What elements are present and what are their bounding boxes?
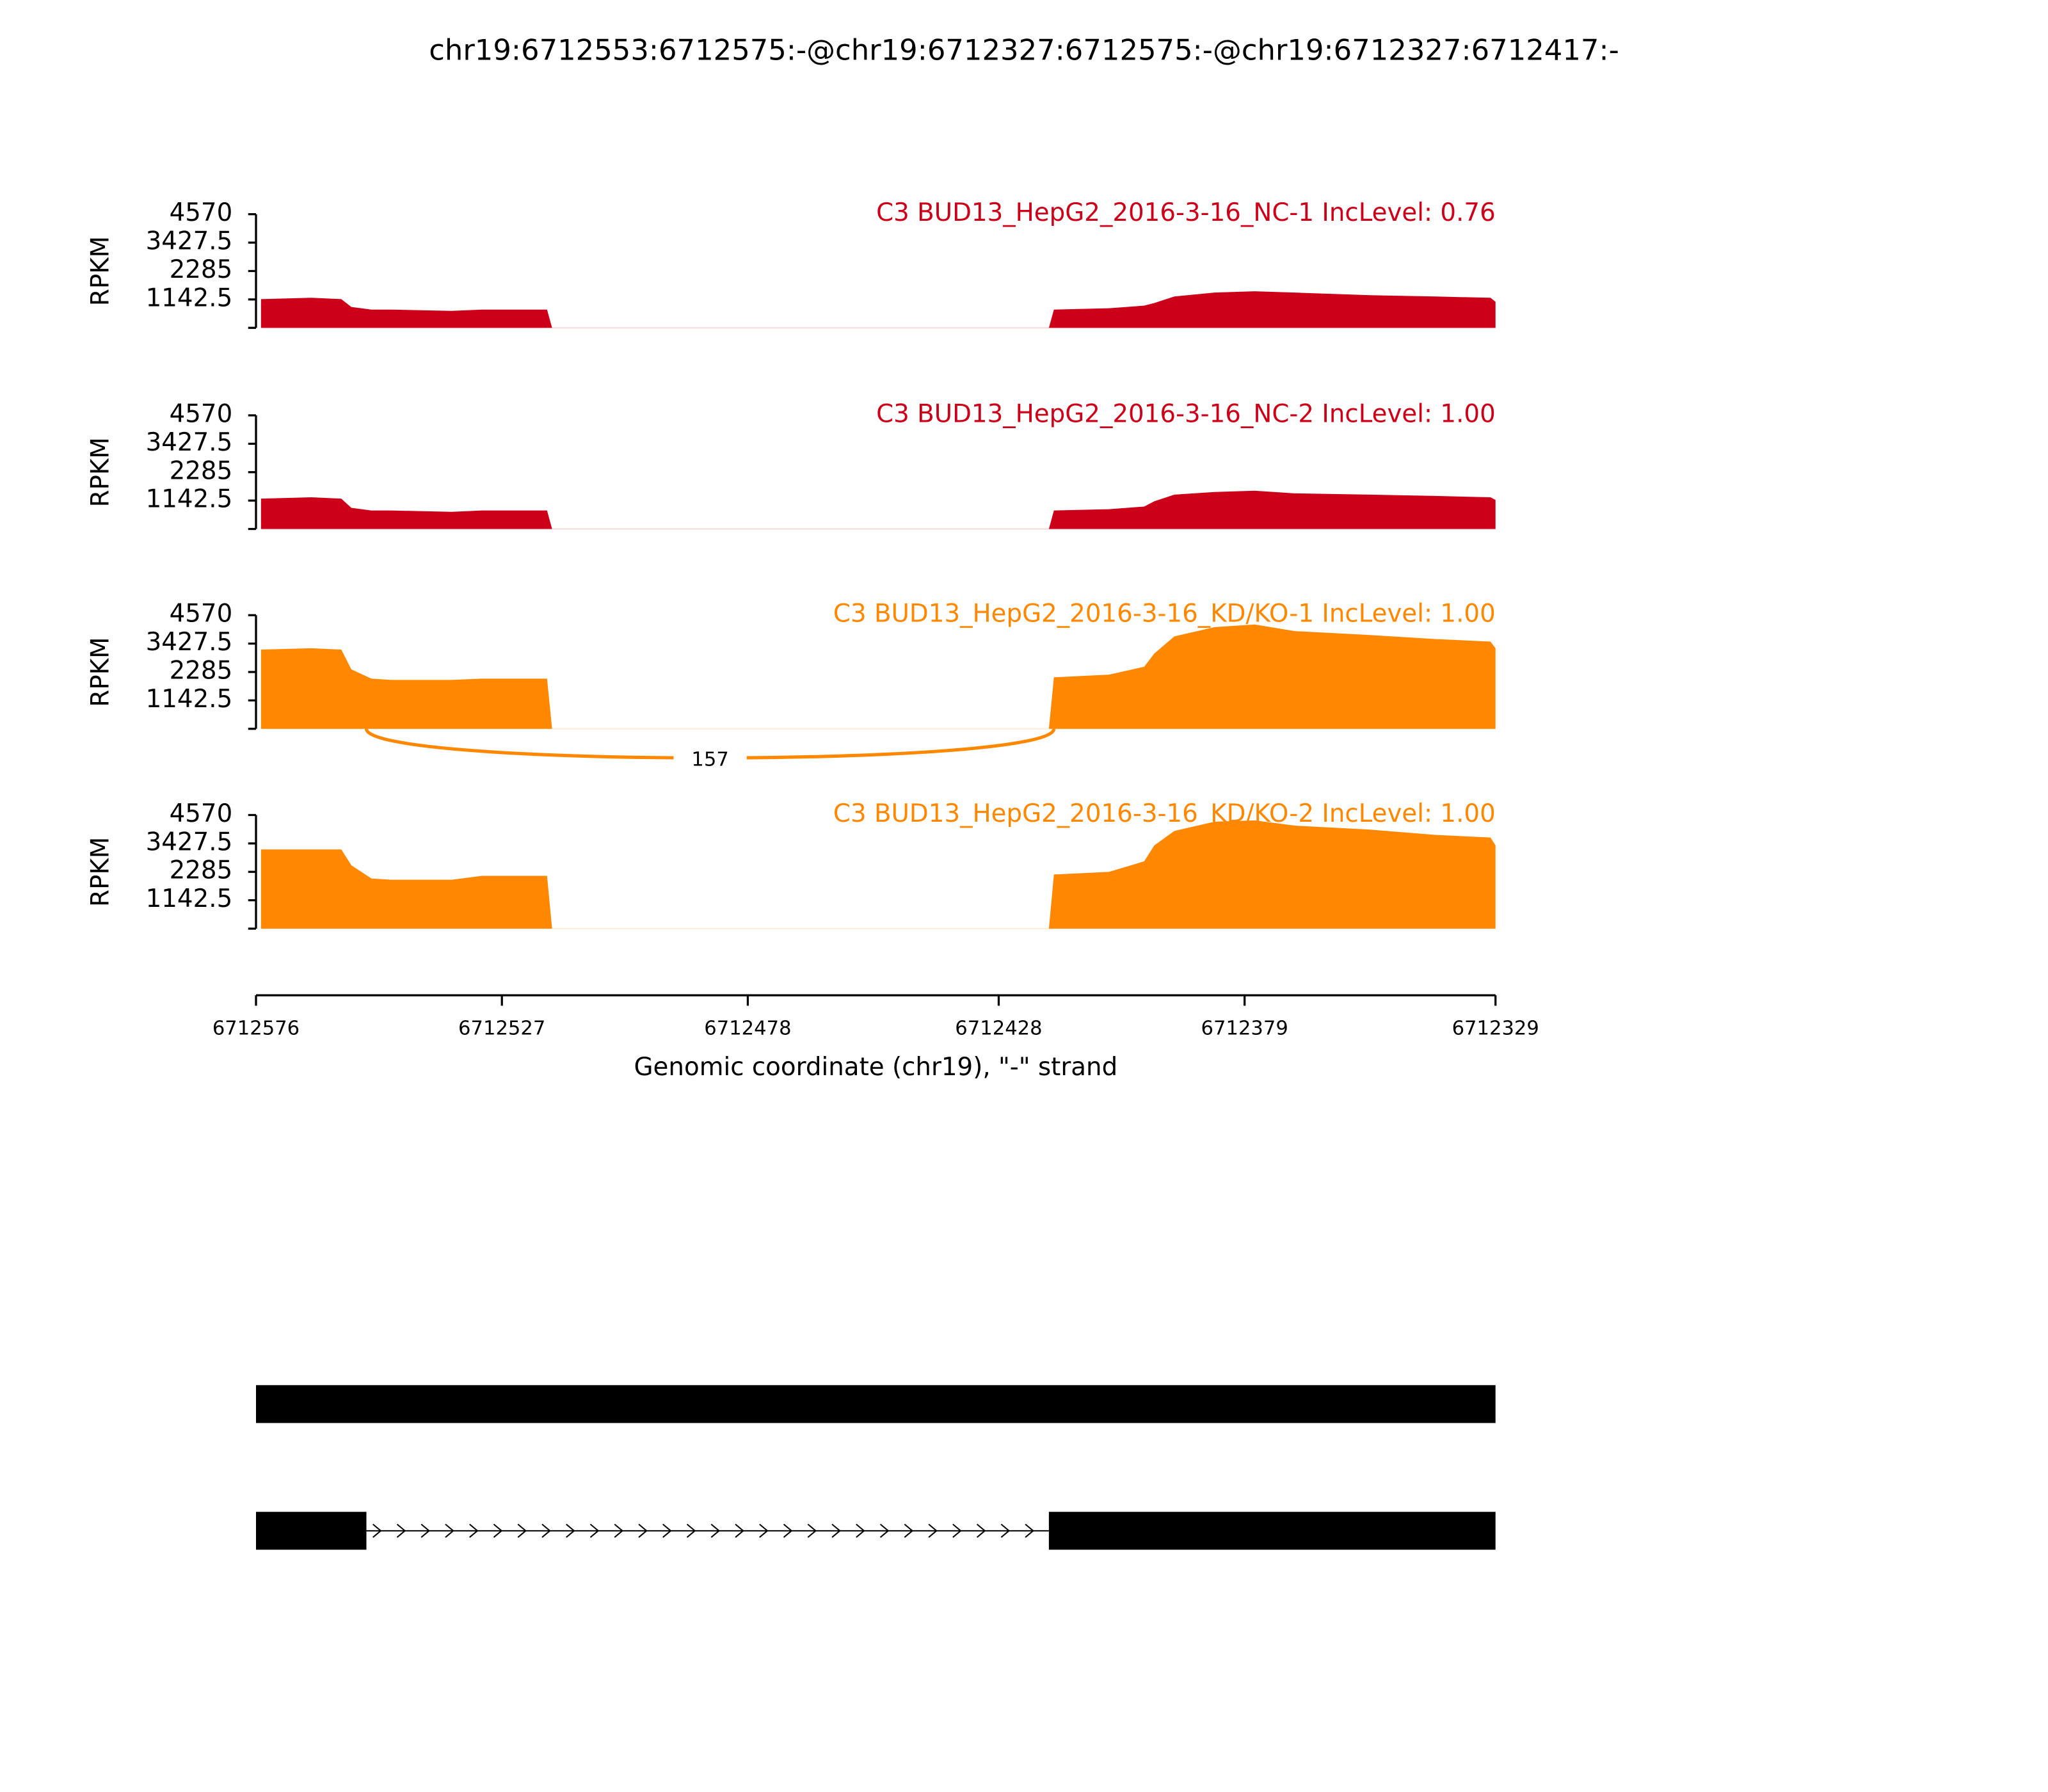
strand-chevron (372, 1523, 382, 1538)
x-tick-label: 6712379 (1201, 1018, 1288, 1040)
exon (1048, 1512, 1496, 1550)
strand-chevron (638, 1523, 648, 1538)
y-tick-label: 2285 (170, 255, 233, 284)
y-axis-label: RPKM (86, 437, 115, 507)
y-tick-label: 4570 (170, 399, 233, 428)
strand-chevron (904, 1523, 914, 1538)
strand-chevron (541, 1523, 551, 1538)
strand-chevron (807, 1523, 817, 1538)
exon (256, 1385, 1496, 1423)
coverage-area (260, 291, 1496, 328)
x-tick-label: 6712478 (704, 1018, 791, 1040)
junction-count: 157 (691, 748, 728, 771)
junction-label-bg (673, 747, 747, 774)
y-tick-label: 1142.5 (146, 284, 233, 312)
y-tick-label: 4570 (170, 799, 233, 828)
y-axis-label: RPKM (86, 236, 115, 306)
track-label: C3 BUD13_HepG2_2016-3-16_NC-2 IncLevel: … (876, 399, 1496, 428)
coverage-area (260, 490, 1496, 529)
strand-chevron (469, 1523, 479, 1538)
y-tick-label: 1142.5 (146, 685, 233, 714)
y-tick-label: 3427.5 (146, 428, 233, 457)
strand-chevron (1025, 1523, 1034, 1538)
strand-chevron (566, 1523, 575, 1538)
x-tick-label: 6712527 (458, 1018, 545, 1040)
strand-chevron (759, 1523, 769, 1538)
y-axis-label: RPKM (86, 837, 115, 907)
strand-chevron (879, 1523, 890, 1538)
y-tick-label: 3427.5 (146, 828, 233, 856)
strand-chevron (589, 1523, 600, 1538)
strand-chevron (420, 1523, 431, 1538)
y-tick-label: 2285 (170, 657, 233, 685)
exon (256, 1512, 367, 1550)
strand-chevron (686, 1523, 696, 1538)
strand-chevron (396, 1523, 406, 1538)
figure-title: chr19:6712553:6712575:-@chr19:6712327:67… (429, 33, 1619, 67)
strand-chevron (1000, 1523, 1011, 1538)
strand-chevron (928, 1523, 938, 1538)
y-tick-label: 4570 (170, 600, 233, 628)
coverage-area (260, 820, 1496, 929)
track-label: C3 BUD13_HepG2_2016-3-16_KD/KO-2 IncLeve… (833, 799, 1496, 828)
x-tick-label: 6712576 (212, 1018, 300, 1040)
y-tick-label: 3427.5 (146, 628, 233, 657)
y-tick-label: 3427.5 (146, 227, 233, 256)
strand-chevron (662, 1523, 672, 1538)
strand-chevron (493, 1523, 503, 1538)
strand-chevron (517, 1523, 527, 1538)
track-label: C3 BUD13_HepG2_2016-3-16_KD/KO-1 IncLeve… (833, 600, 1496, 628)
y-tick-label: 1142.5 (146, 485, 233, 514)
strand-chevron (783, 1523, 793, 1538)
strand-chevron (735, 1523, 744, 1538)
coverage-area (260, 624, 1496, 729)
strand-chevron (445, 1523, 454, 1538)
strand-chevron (952, 1523, 962, 1538)
x-axis-label: Genomic coordinate (chr19), "-" strand (634, 1053, 1118, 1082)
x-tick-label: 6712329 (1452, 1018, 1539, 1040)
track-label: C3 BUD13_HepG2_2016-3-16_NC-1 IncLevel: … (876, 198, 1496, 227)
strand-chevron (976, 1523, 986, 1538)
strand-chevron (614, 1523, 624, 1538)
strand-chevron (856, 1523, 865, 1538)
x-tick-label: 6712428 (955, 1018, 1042, 1040)
y-tick-label: 1142.5 (146, 884, 233, 913)
y-tick-label: 4570 (170, 198, 233, 227)
strand-chevron (710, 1523, 721, 1538)
strand-chevron (831, 1523, 841, 1538)
y-tick-label: 2285 (170, 456, 233, 485)
y-tick-label: 2285 (170, 856, 233, 885)
y-axis-label: RPKM (86, 637, 115, 707)
